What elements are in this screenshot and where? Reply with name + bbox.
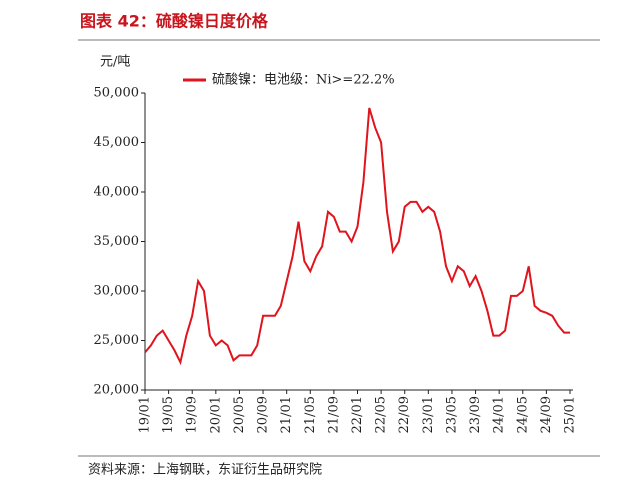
y-tick-label: 35,000 <box>94 234 140 249</box>
x-tick-label: 20/09 <box>256 396 271 433</box>
x-tick-label: 22/09 <box>397 396 412 433</box>
x-tick-label: 24/01 <box>492 396 507 433</box>
x-tick-label: 24/05 <box>515 396 530 433</box>
legend-label: 硫酸镍：电池级：Ni>=22.2% <box>212 73 395 88</box>
x-tick-label: 23/05 <box>444 396 459 433</box>
x-tick-label: 22/01 <box>350 396 365 433</box>
y-tick-label: 45,000 <box>94 135 140 150</box>
x-tick-label: 20/05 <box>232 396 247 433</box>
x-tick-label: 23/09 <box>468 396 483 433</box>
x-tick-label: 20/01 <box>208 396 223 433</box>
x-tick-label: 24/09 <box>539 396 554 433</box>
source: 资料来源：上海钢联，东证衍生品研究院 <box>88 463 322 478</box>
x-tick-label: 19/01 <box>138 396 153 433</box>
x-tick-label: 21/01 <box>279 396 294 433</box>
y-tick-label: 40,000 <box>94 185 140 200</box>
x-tick-label: 21/05 <box>303 396 318 433</box>
line-series <box>144 107 570 366</box>
y-tick-label: 25,000 <box>94 333 140 348</box>
y-unit: 元/吨 <box>100 55 130 70</box>
x-tick-label: 25/01 <box>563 396 578 433</box>
y-tick-label: 30,000 <box>94 284 140 299</box>
x-tick-label: 19/05 <box>161 396 176 433</box>
y-tick-label: 20,000 <box>94 383 140 398</box>
x-tick-label: 19/09 <box>185 396 200 433</box>
y-tick-label: 50,000 <box>94 86 140 101</box>
x-tick-label: 22/05 <box>374 396 389 433</box>
x-tick-label: 21/09 <box>326 396 341 433</box>
x-tick-label: 23/01 <box>421 396 436 433</box>
chart-title: 图表 42：硫酸镍日度价格 <box>80 12 269 31</box>
